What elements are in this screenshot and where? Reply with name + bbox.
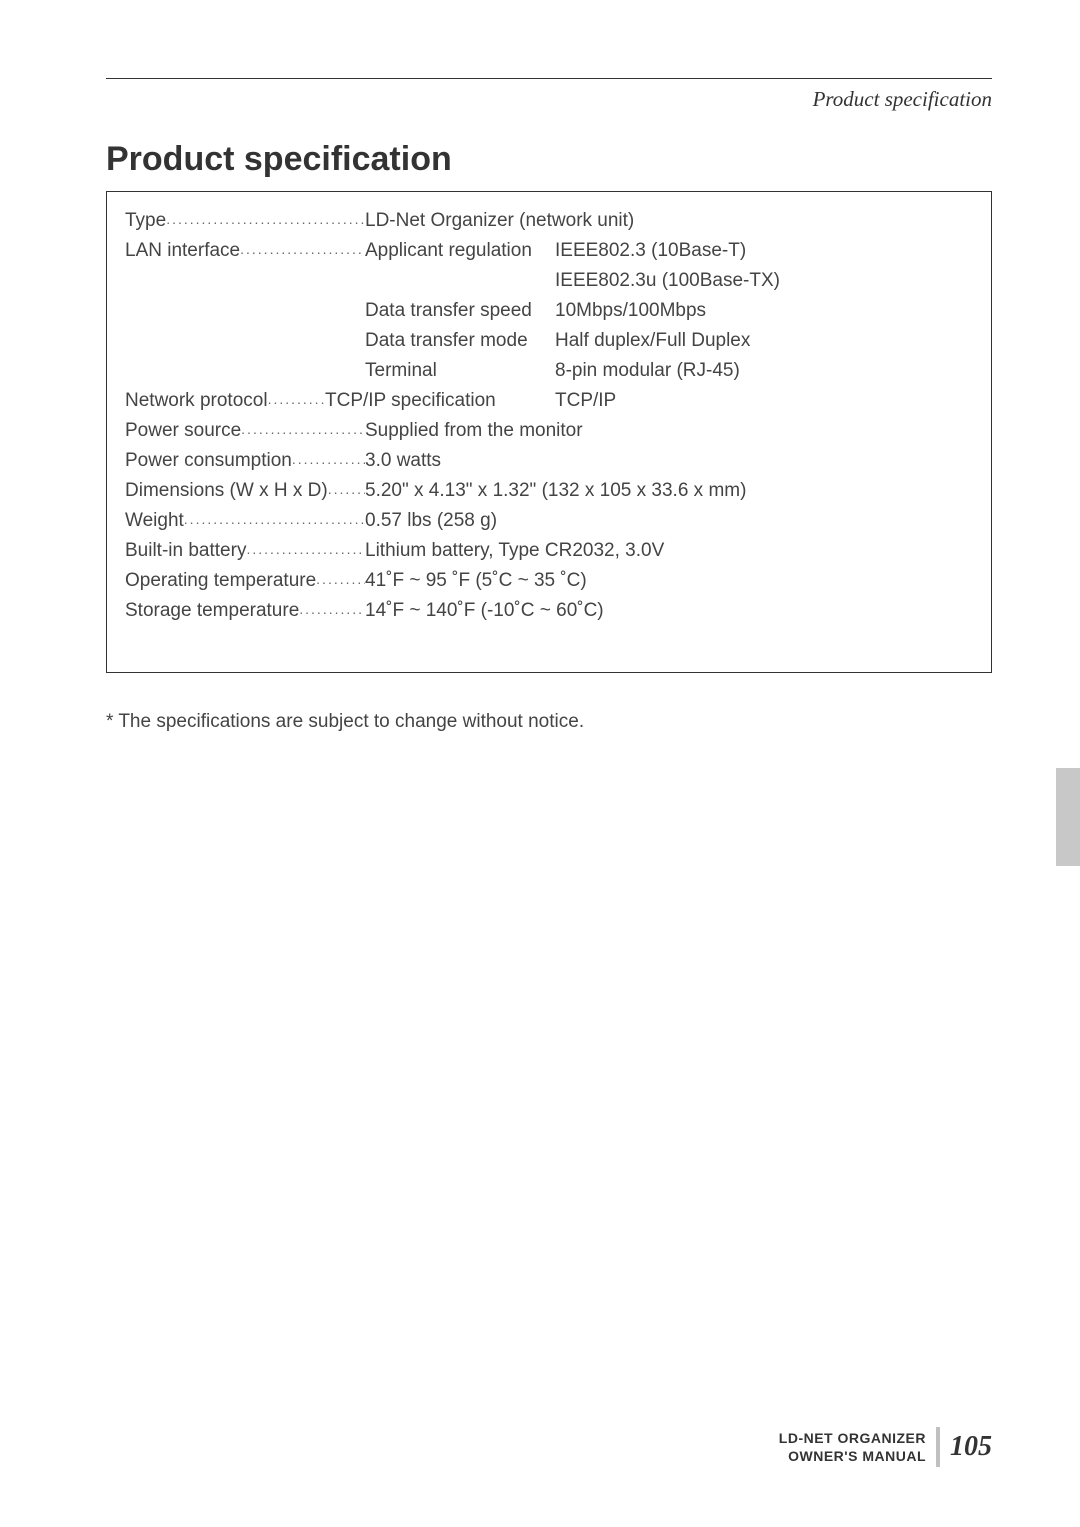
spec-label: Weight: [125, 510, 365, 532]
spec-row-lan-cont: Data transfer speed 10Mbps/100Mbps: [125, 300, 973, 322]
spec-value: IEEE802.3u (100Base-TX): [555, 270, 780, 292]
page-title: Product specification: [106, 140, 992, 179]
spec-row-lan-cont: IEEE802.3u (100Base-TX): [125, 270, 973, 292]
spec-value: 0.57 lbs (258 g): [365, 510, 497, 532]
spec-value: 14˚F ~ 140˚F (-10˚C ~ 60˚C): [365, 600, 604, 622]
footer: LD-NET ORGANIZER OWNER'S MANUAL 105: [779, 1427, 992, 1467]
spec-label: Operating temperature: [125, 570, 365, 592]
page-number: 105: [950, 1431, 992, 1463]
spec-value: 5.20" x 4.13" x 1.32" (132 x 105 x 33.6 …: [365, 480, 746, 502]
breadcrumb: Product specification: [106, 87, 992, 112]
spec-value: 10Mbps/100Mbps: [555, 300, 706, 322]
spec-row-dimensions: Dimensions (W x H x D) 5.20" x 4.13" x 1…: [125, 480, 973, 502]
spec-value: LD-Net Organizer (network unit): [365, 210, 634, 232]
spec-value: 41˚F ~ 95 ˚F (5˚C ~ 35 ˚C): [365, 570, 587, 592]
spec-row-power-source: Power source Supplied from the monitor: [125, 420, 973, 442]
spec-middle: Data transfer speed: [365, 300, 555, 322]
spec-row-operating-temp: Operating temperature 41˚F ~ 95 ˚F (5˚C …: [125, 570, 973, 592]
spec-label: Power source: [125, 420, 365, 442]
spec-row-type: Type LD-Net Organizer (network unit): [125, 210, 973, 232]
spec-label: LAN interface: [125, 240, 365, 262]
spec-row-battery: Built-in battery Lithium battery, Type C…: [125, 540, 973, 562]
header-rule: [106, 78, 992, 79]
specification-box: Type LD-Net Organizer (network unit) LAN…: [106, 191, 992, 673]
side-thumb-tab: [1056, 768, 1080, 866]
spec-row-weight: Weight 0.57 lbs (258 g): [125, 510, 973, 532]
spec-middle: Applicant regulation: [365, 240, 555, 262]
spec-label: Type: [125, 210, 365, 232]
spec-middle: TCP/IP specification: [325, 390, 555, 412]
spec-row-lan-cont: Terminal 8-pin modular (RJ-45): [125, 360, 973, 382]
footer-divider: [936, 1427, 940, 1467]
spec-value: TCP/IP: [555, 390, 616, 412]
spec-value: Half duplex/Full Duplex: [555, 330, 750, 352]
spec-label: Network protocol: [125, 390, 325, 412]
spec-middle: Terminal: [365, 360, 555, 382]
spec-row-protocol: Network protocol TCP/IP specification TC…: [125, 390, 973, 412]
spec-row-power-consumption: Power consumption 3.0 watts: [125, 450, 973, 472]
footer-text: LD-NET ORGANIZER OWNER'S MANUAL: [779, 1429, 926, 1465]
spec-value: Supplied from the monitor: [365, 420, 583, 442]
spec-value: Lithium battery, Type CR2032, 3.0V: [365, 540, 664, 562]
spec-row-storage-temp: Storage temperature 14˚F ~ 140˚F (-10˚C …: [125, 600, 973, 622]
spec-label: Power consumption: [125, 450, 365, 472]
spec-row-lan: LAN interface Applicant regulation IEEE8…: [125, 240, 973, 262]
spec-value: IEEE802.3 (10Base-T): [555, 240, 746, 262]
spec-middle: Data transfer mode: [365, 330, 555, 352]
spec-label: Storage temperature: [125, 600, 365, 622]
spec-value: 8-pin modular (RJ-45): [555, 360, 740, 382]
footnote: * The specifications are subject to chan…: [106, 711, 992, 733]
spec-label: Dimensions (W x H x D): [125, 480, 365, 502]
spec-row-lan-cont: Data transfer mode Half duplex/Full Dupl…: [125, 330, 973, 352]
spec-value: 3.0 watts: [365, 450, 441, 472]
spec-label: Built-in battery: [125, 540, 365, 562]
